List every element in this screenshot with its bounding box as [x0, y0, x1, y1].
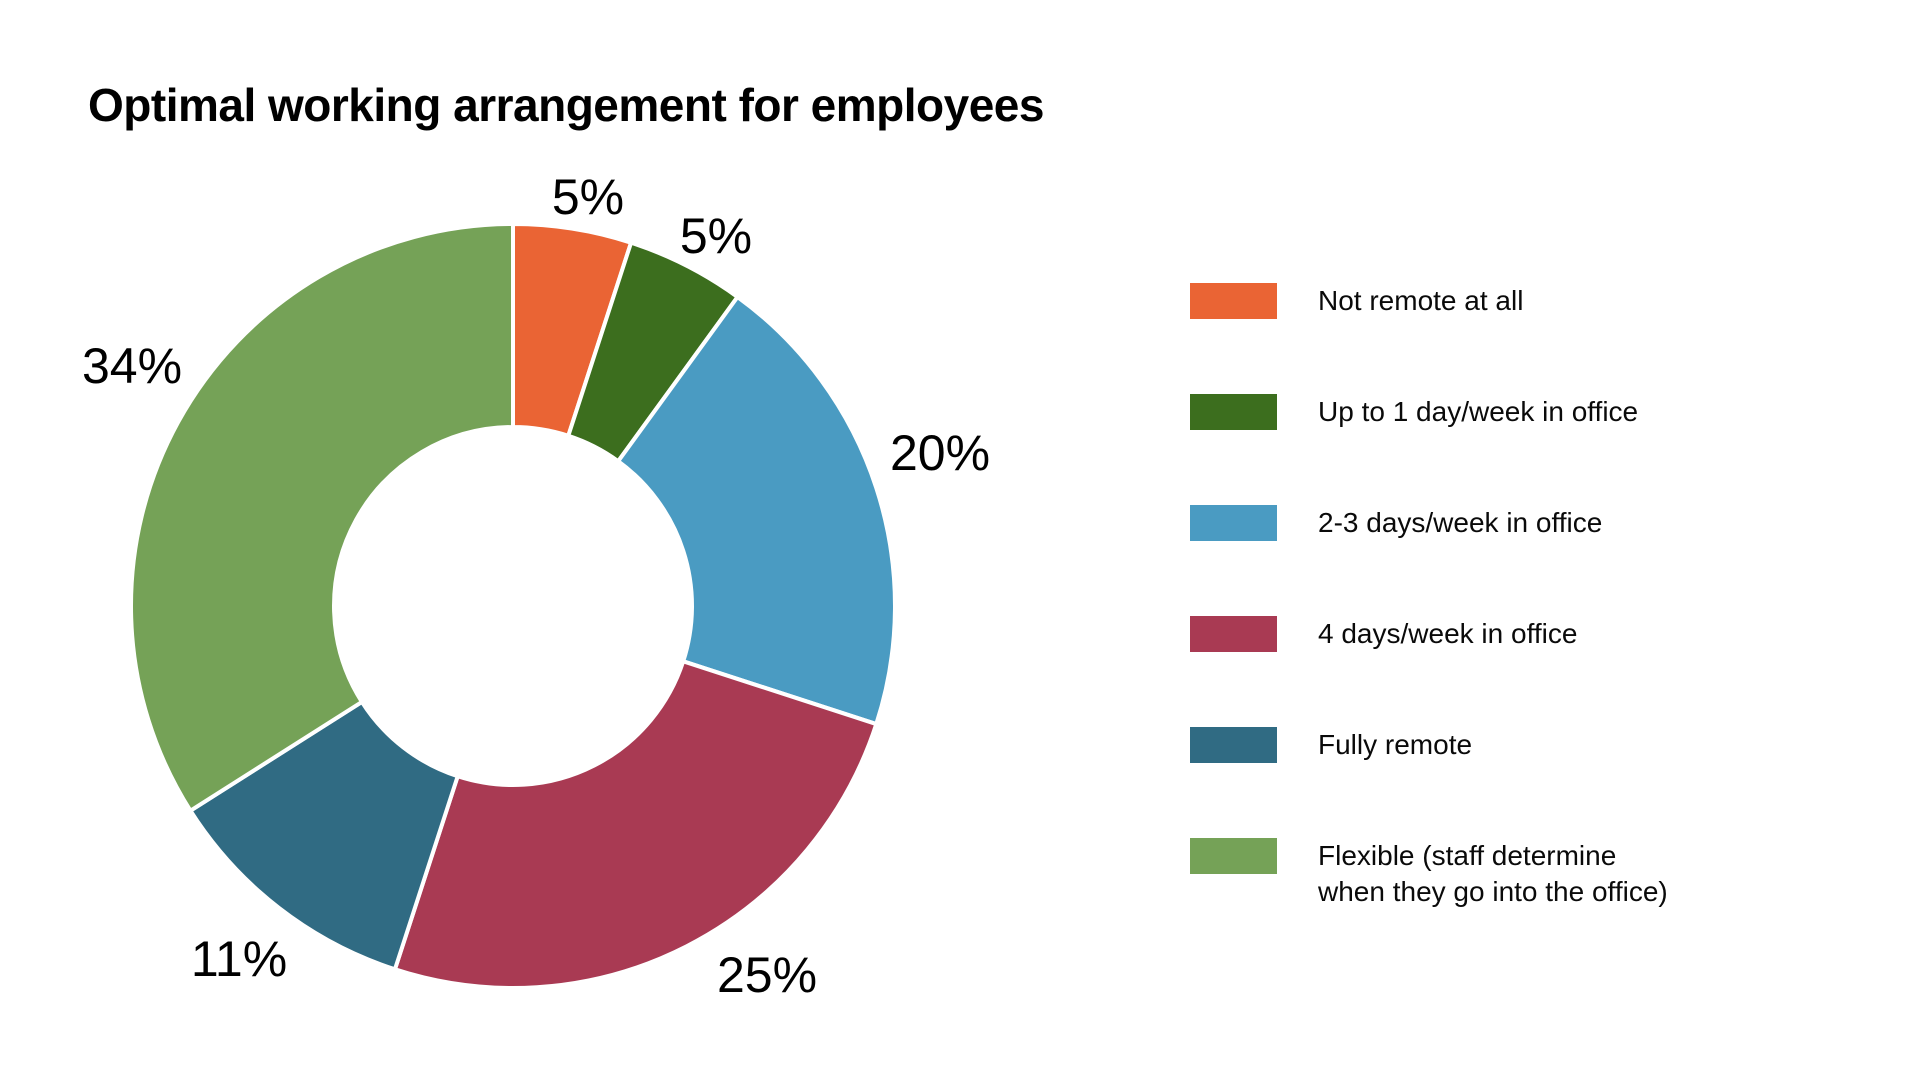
legend-item: Not remote at all: [1190, 283, 1668, 319]
slice-label: 20%: [890, 425, 990, 481]
legend-label: Fully remote: [1318, 729, 1473, 760]
legend-swatch: [1190, 616, 1277, 652]
donut-slice: [616, 294, 897, 727]
slice-label: 25%: [717, 947, 817, 1003]
legend-item: Fully remote: [1190, 727, 1668, 763]
legend-swatch: [1190, 505, 1277, 541]
legend-swatch: [1190, 283, 1277, 319]
slice-label: 11%: [191, 931, 287, 987]
legend-label: Flexible (staff determine when they go i…: [1318, 840, 1668, 907]
legend-item: Flexible (staff determine when they go i…: [1190, 838, 1668, 910]
legend-item: 2-3 days/week in office: [1190, 505, 1668, 541]
legend-item: Up to 1 day/week in office: [1190, 394, 1668, 430]
donut-slice: [392, 659, 879, 990]
legend-label: 2-3 days/week in office: [1318, 507, 1603, 538]
legend-label: Not remote at all: [1318, 285, 1524, 316]
slice-label: 34%: [82, 338, 182, 394]
donut-slice: [129, 222, 515, 813]
legend-label: 4 days/week in office: [1318, 618, 1578, 649]
legend-item: 4 days/week in office: [1190, 616, 1668, 652]
slice-label: 5%: [552, 169, 624, 225]
legend-swatch: [1190, 838, 1277, 874]
legend-swatch: [1190, 727, 1277, 763]
legend-swatch: [1190, 394, 1277, 430]
legend: Not remote at all Up to 1 day/week in off…: [1190, 283, 1668, 910]
legend-label: Up to 1 day/week in office: [1318, 396, 1639, 427]
chart-title: Optimal working arrangement for employee…: [88, 79, 1044, 131]
slice-label: 5%: [680, 208, 752, 264]
